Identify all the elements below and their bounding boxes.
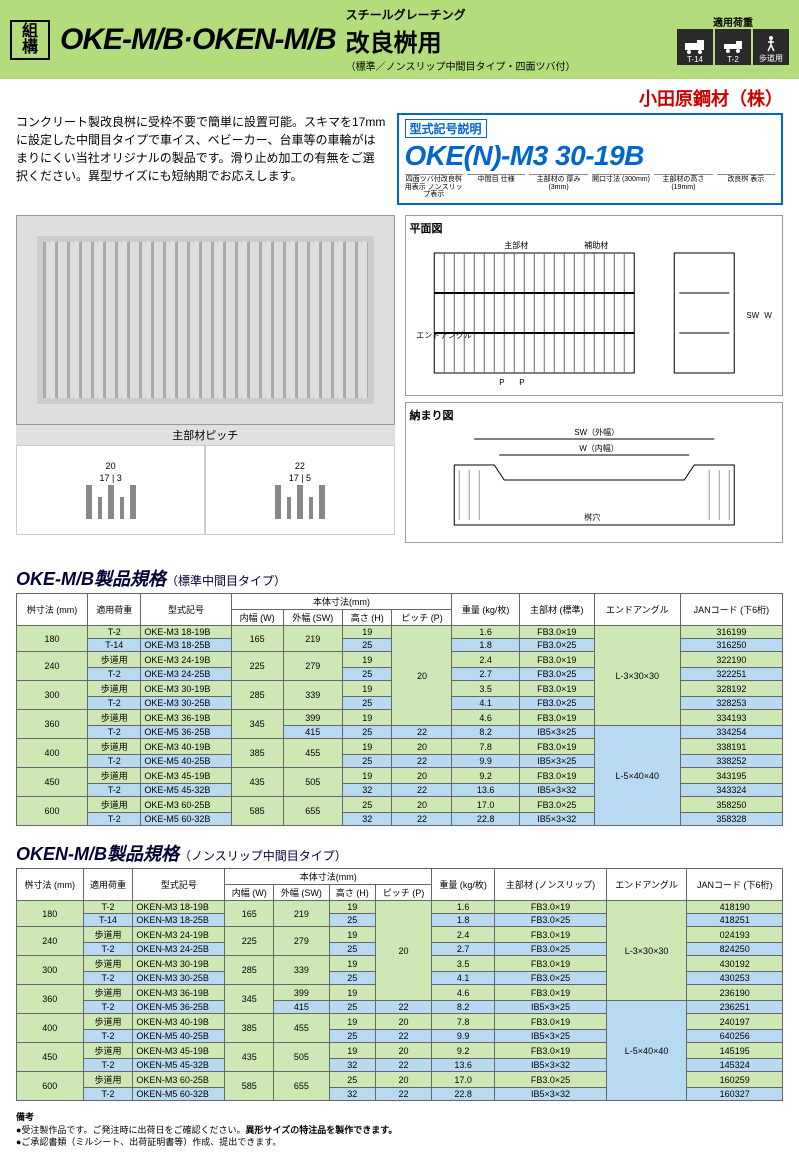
svg-text:P: P [499,378,504,387]
header: 組 構 OKE-M/B·OKEN-M/B スチールグレーチング 改良桝用 （標準… [0,0,799,79]
spec2-table: 桝寸法 (mm) 適用荷重 型式記号 本体寸法(mm) 重量 (kg/枚) 主部… [16,868,783,1101]
notes-title: 備考 [16,1111,783,1124]
model-code: OKE-M/B·OKEN-M/B [60,23,336,57]
product-photo [16,215,395,425]
spec1-heading: OKE-M/B製品規格（標準中間目タイプ） [0,559,799,593]
pitch-diagrams: 20 17 | 3 22 17 | 5 [16,445,395,535]
intro-row: コンクリート製改良桝に受枠不要で簡単に設置可能。スキマを17mmに設定した中間目… [0,113,799,205]
pitch-caption: 主部材ピッチ [16,425,395,445]
svg-text:P: P [519,378,524,387]
notes: 備考 ●受注製作品です。ご発注時に出荷日をご確認ください。異形サイズの特注品を製… [0,1109,799,1161]
model-explain-legend: 四面ツバ付改良桝用表示 ノンスリップ表示 中間目 仕様 主部材の 厚み(3mm)… [405,174,776,199]
svg-text:W: W [764,311,772,320]
header-line2: 改良桝用 [346,23,576,58]
load-label: 適用荷重 [677,14,789,29]
table-row: 180T-2OKEN-M3 18-19B16521919201.6FB3.0×1… [17,901,783,914]
intro-text: コンクリート製改良桝に受枠不要で簡単に設置可能。スキマを17mmに設定した中間目… [16,113,387,205]
fit-diagram: 納まり図 SW（外幅） W（内幅） 桝穴 [405,402,784,543]
table-row: 180T-2OKE-M3 18-19B16521919201.6FB3.0×19… [17,626,783,639]
model-explain-code: OKE(N)-M3 30-19B [405,140,776,172]
header-subtitle: スチールグレーチング 改良桝用 （標準／ノンスリップ中間目タイプ・四面ツバ付） [346,6,576,73]
pitch-cell-2: 22 17 | 5 [205,445,394,535]
plan-diagram: 平面図 主部材 補助材 エンドアングル P P SW W [405,215,784,396]
spec1-table: 桝寸法 (mm) 適用荷重 型式記号 本体寸法(mm) 重量 (kg/枚) 主部… [16,593,783,826]
fit-svg: SW（外幅） W（内幅） 桝穴 [410,425,779,535]
company-name: 小田原鋼材（株） [0,79,799,113]
lbl-end: エンドアングル [416,330,472,340]
load-icon-pedestrian: 歩道用 [753,29,789,65]
pitch-cell-1: 20 17 | 3 [16,445,205,535]
lbl-aux: 補助材 [584,240,608,250]
category-badge: 組 構 [10,20,50,60]
model-explain-title: 型式記号説明 [405,119,487,138]
table-row: T-2OKE-M5 36-25B41525228.2IB5×3×25L-5×40… [17,726,783,739]
svg-text:桝穴: 桝穴 [584,512,600,522]
notes-line-2: ●ご承認書類（ミルシート、出荷証明書等）作成、提出できます。 [16,1136,783,1149]
load-icon-t2: T-2 [715,29,751,65]
diagram-row: 主部材ピッチ 20 17 | 3 22 17 | 5 平面図 [0,205,799,559]
header-line3: （標準／ノンスリップ中間目タイプ・四面ツバ付） [346,58,576,73]
header-line1: スチールグレーチング [346,6,576,23]
model-explain-box: 型式記号説明 OKE(N)-M3 30-19B 四面ツバ付改良桝用表示 ノンスリ… [397,113,784,205]
svg-text:W（内幅）: W（内幅） [579,443,619,453]
load-icon-t14: T-14 [677,29,713,65]
spec2-heading: OKEN-M/B製品規格（ノンスリップ中間目タイプ） [0,834,799,868]
fit-title: 納まり図 [410,407,779,423]
badge-char-1: 組 [22,24,38,40]
lbl-main: 主部材 [504,240,528,250]
plan-svg: 主部材 補助材 エンドアングル P P SW W [410,238,779,388]
load-icons: T-14 T-2 歩道用 [677,29,789,65]
tech-diagrams-col: 平面図 主部材 補助材 エンドアングル P P SW W [405,215,784,549]
page: 組 構 OKE-M/B·OKEN-M/B スチールグレーチング 改良桝用 （標準… [0,0,799,1161]
table-row: T-2OKEN-M5 36-25B41525228.2IB5×3×25L-5×4… [17,1001,783,1014]
plan-title: 平面図 [410,220,779,236]
badge-char-2: 構 [22,40,38,56]
photo-pitch-col: 主部材ピッチ 20 17 | 3 22 17 | 5 [16,215,395,549]
svg-text:SW: SW [746,311,759,320]
svg-text:SW（外幅）: SW（外幅） [574,427,619,437]
load-rating-block: 適用荷重 T-14 T-2 歩道用 [677,14,789,65]
